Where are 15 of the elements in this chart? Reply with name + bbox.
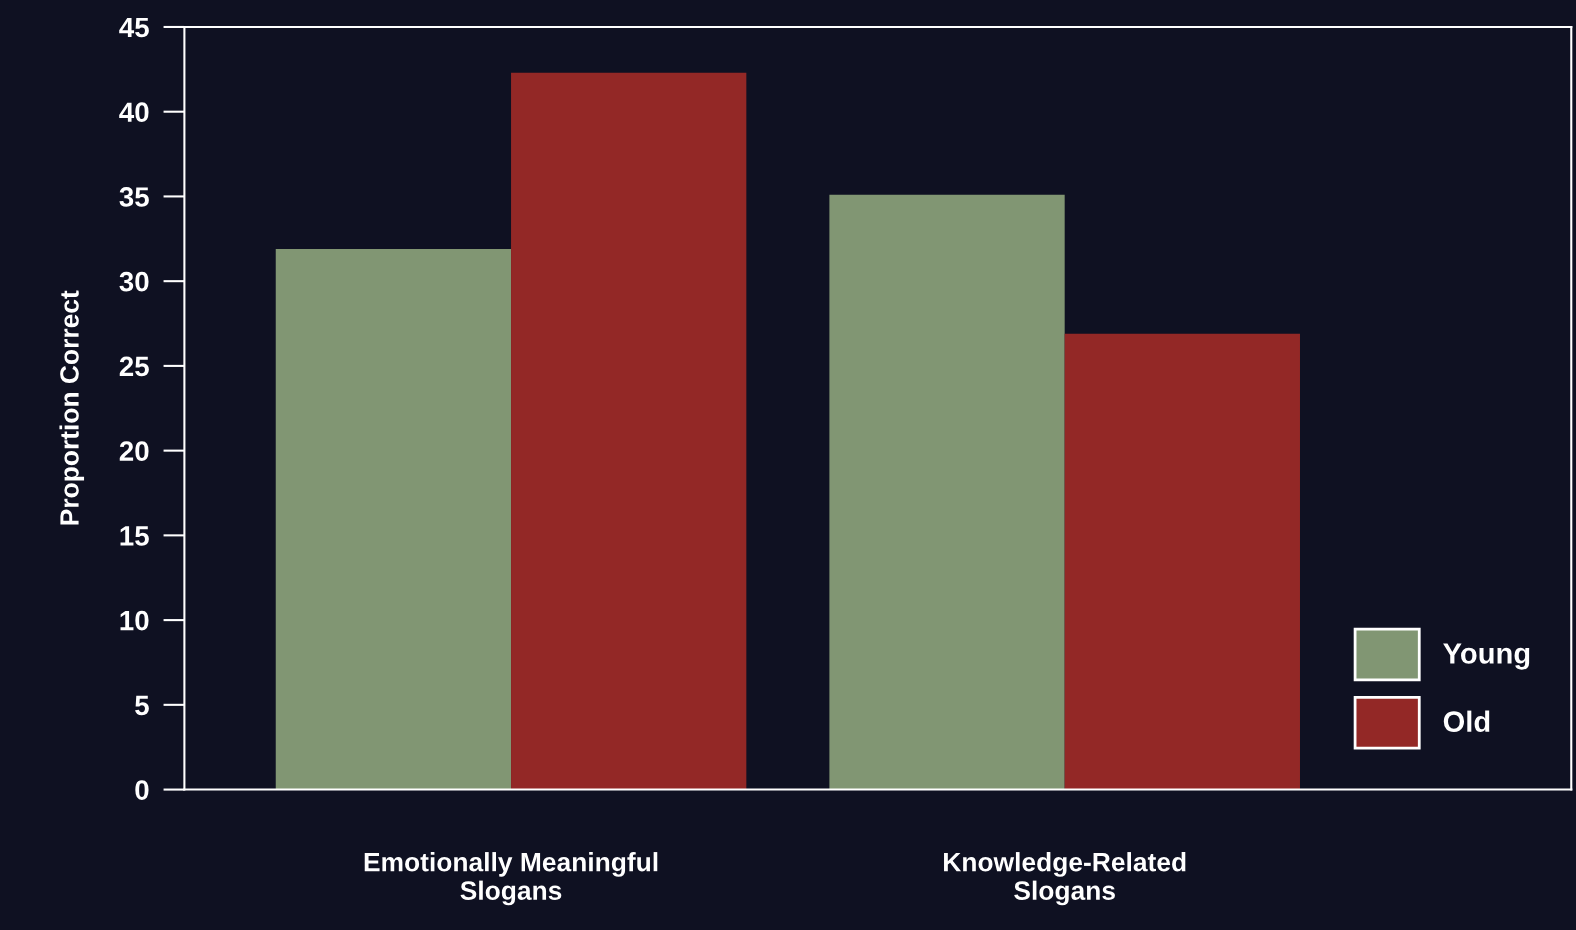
y-axis-title: Proportion Correct [59,290,85,525]
legend-label: Young [1443,643,1530,670]
y-tick-label: 20 [119,441,149,461]
y-tick-label: 35 [119,187,149,207]
y-tick-label: 30 [119,271,149,292]
y-tick-label: 10 [120,610,149,631]
x-tick-label: Knowledge-Related Slogans [944,852,1186,906]
y-tick-label: 25 [119,356,149,377]
y-tick-label: 0 [135,780,149,800]
y-tick-label: 5 [135,695,149,716]
y-tick-label: 15 [120,526,149,546]
legend-label: Old [1443,710,1490,733]
y-tick-label: 45 [119,17,149,38]
x-tick-label: Emotionally Meaningful Slogans [364,852,658,906]
y-tick-label: 40 [119,102,149,123]
